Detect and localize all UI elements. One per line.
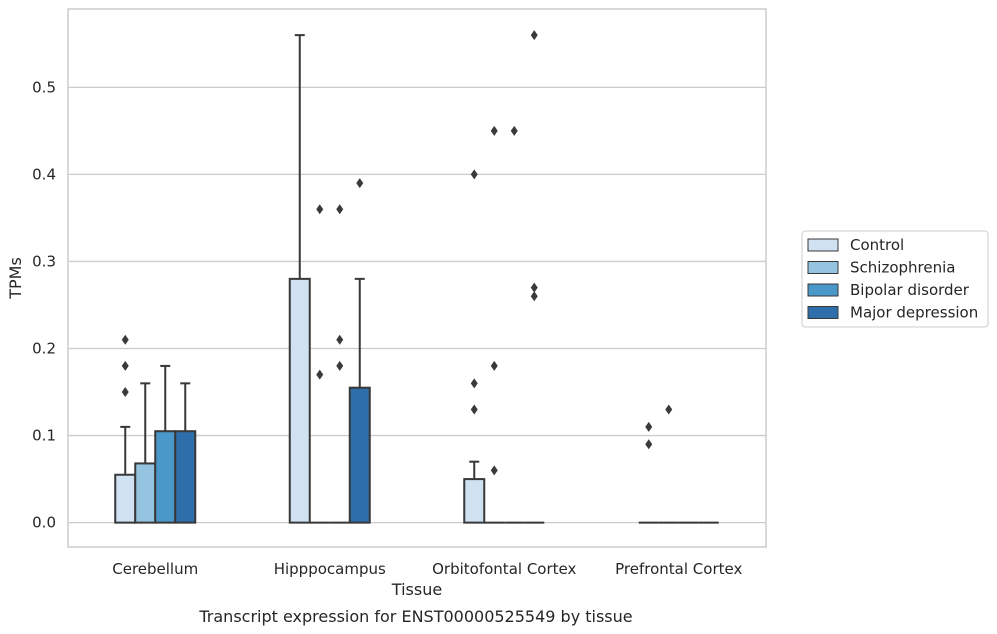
legend-swatch [807, 261, 839, 274]
outlier-point [530, 30, 538, 41]
outlier-point [665, 404, 673, 415]
outlier-points [121, 30, 673, 476]
x-axis-label: Tissue [391, 580, 442, 599]
bar [154, 430, 177, 524]
legend-swatch [807, 283, 839, 297]
bar [114, 473, 137, 524]
outlier-point [530, 282, 538, 293]
legend: Control Schizophrenia Bipolar disorder Majo… [801, 230, 989, 328]
legend-label: Bipolar disorder [850, 281, 970, 299]
outlier-point [316, 204, 324, 215]
chart-caption: Transcript expression for ENST0000052554… [198, 607, 632, 626]
bar [348, 386, 371, 524]
outlier-point [336, 334, 344, 345]
legend-label: Control [850, 236, 904, 254]
error-whiskers [120, 34, 480, 480]
outlier-point [470, 404, 478, 415]
x-tick-label: Prefrontal Cortex [615, 560, 742, 578]
bars [114, 277, 719, 524]
y-tick-label: 0.5 [32, 78, 56, 96]
plot-frame [67, 8, 767, 548]
outlier-point [510, 125, 518, 136]
outlier-point [530, 291, 538, 302]
y-tick-label: 0.3 [32, 252, 56, 270]
outlier-point [356, 178, 364, 189]
outlier-point [336, 360, 344, 371]
legend-swatch [807, 306, 839, 319]
legend-swatch [807, 238, 839, 252]
x-tick-label: Hipppocampus [274, 560, 386, 578]
legend-frame [801, 230, 989, 328]
y-tick-label: 0.4 [32, 165, 56, 183]
legend-label: Schizophrenia [850, 259, 955, 277]
outlier-point [490, 465, 498, 476]
outlier-point [470, 378, 478, 389]
outlier-point [490, 125, 498, 136]
y-tick-label: 0.0 [32, 514, 56, 532]
outlier-point [121, 360, 129, 371]
bar [174, 430, 197, 524]
outlier-point [336, 204, 344, 215]
x-tick-label: Cerebellum [112, 560, 198, 578]
outlier-point [470, 169, 478, 180]
outlier-point [121, 387, 129, 398]
outlier-point [645, 439, 653, 450]
outlier-point [490, 360, 498, 371]
y-tick-label: 0.2 [32, 340, 56, 358]
x-tick-label: Orbitofontal Cortex [432, 560, 576, 578]
legend-label: Major depression [850, 304, 978, 322]
y-tick-label: 0.1 [32, 427, 56, 445]
x-axis-ticks: Cerebellum Hipppocampus Orbitofontal Corte… [112, 560, 742, 578]
bar [134, 462, 157, 524]
outlier-point [121, 334, 129, 345]
bar [288, 277, 311, 524]
y-axis-label: TPMs [6, 257, 25, 300]
y-axis-ticks: 0.0 0.1 0.2 0.3 0.4 0.5 [32, 78, 56, 531]
outlier-point [316, 369, 324, 380]
bar [463, 478, 486, 524]
outlier-point [645, 421, 653, 432]
